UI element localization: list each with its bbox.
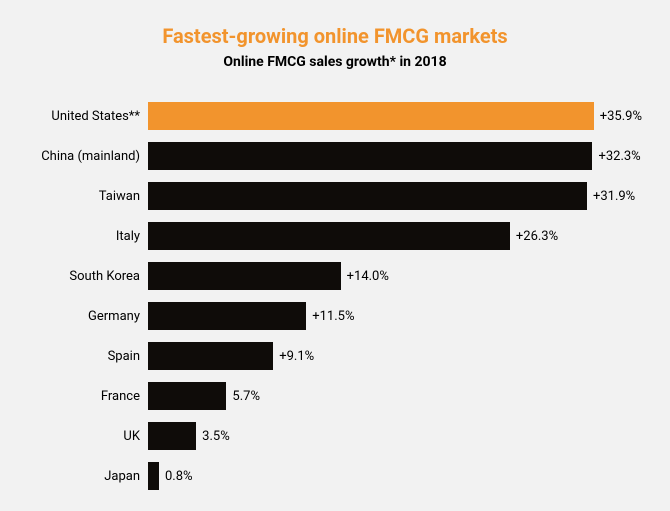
bar-fill	[148, 222, 510, 250]
bar-row: United States** +35.9%	[28, 98, 642, 134]
bar-label: South Korea	[28, 269, 148, 284]
bar-track: 3.5%	[148, 422, 642, 450]
bar-label: United States**	[28, 109, 148, 124]
bar-fill	[148, 422, 196, 450]
bar-value: +11.5%	[312, 309, 354, 324]
bar-label: UK	[28, 429, 148, 444]
bar-fill	[148, 142, 592, 170]
bar-row: South Korea +14.0%	[28, 258, 642, 294]
bars-area: United States** +35.9% China (mainland) +32…	[28, 98, 642, 494]
bar-value: +26.3%	[516, 229, 558, 244]
bar-row: Italy +26.3%	[28, 218, 642, 254]
bar-track: +11.5%	[148, 302, 642, 330]
bar-value: +14.0%	[347, 269, 389, 284]
bar-fill	[148, 102, 594, 130]
bar-label: Germany	[28, 309, 148, 324]
bar-track: 0.8%	[148, 462, 642, 490]
bar-track: +9.1%	[148, 342, 642, 370]
bar-track: 5.7%	[148, 382, 642, 410]
bar-fill	[148, 382, 226, 410]
chart-title: Fastest-growing online FMCG markets	[28, 24, 642, 48]
bar-row: France 5.7%	[28, 378, 642, 414]
bar-value: +9.1%	[279, 349, 314, 364]
bar-row: Spain +9.1%	[28, 338, 642, 374]
bar-label: Japan	[28, 469, 148, 484]
bar-fill	[148, 342, 273, 370]
chart-subtitle: Online FMCG sales growth* in 2018	[28, 54, 642, 70]
bar-track: +31.9%	[148, 182, 642, 210]
bar-row: UK 3.5%	[28, 418, 642, 454]
bar-label: Italy	[28, 229, 148, 244]
bar-label: Spain	[28, 349, 148, 364]
bar-track: +14.0%	[148, 262, 642, 290]
bar-fill	[148, 462, 159, 490]
bar-value: +35.9%	[600, 109, 642, 124]
chart-container: Fastest-growing online FMCG markets Onli…	[0, 0, 670, 511]
bar-row: Taiwan +31.9%	[28, 178, 642, 214]
bar-fill	[148, 262, 341, 290]
bar-row: Germany +11.5%	[28, 298, 642, 334]
bar-row: Japan 0.8%	[28, 458, 642, 494]
bar-track: +35.9%	[148, 102, 642, 130]
bar-label: Taiwan	[28, 189, 148, 204]
bar-track: +32.3%	[148, 142, 642, 170]
bar-label: China (mainland)	[28, 149, 148, 164]
bar-value: +32.3%	[598, 149, 640, 164]
bar-row: China (mainland) +32.3%	[28, 138, 642, 174]
bar-value: 0.8%	[165, 469, 193, 484]
bar-fill	[148, 302, 306, 330]
bar-fill	[148, 182, 587, 210]
bar-value: +31.9%	[593, 189, 635, 204]
bar-value: 3.5%	[202, 429, 230, 444]
bar-label: France	[28, 389, 148, 404]
bar-value: 5.7%	[232, 389, 260, 404]
bar-track: +26.3%	[148, 222, 642, 250]
